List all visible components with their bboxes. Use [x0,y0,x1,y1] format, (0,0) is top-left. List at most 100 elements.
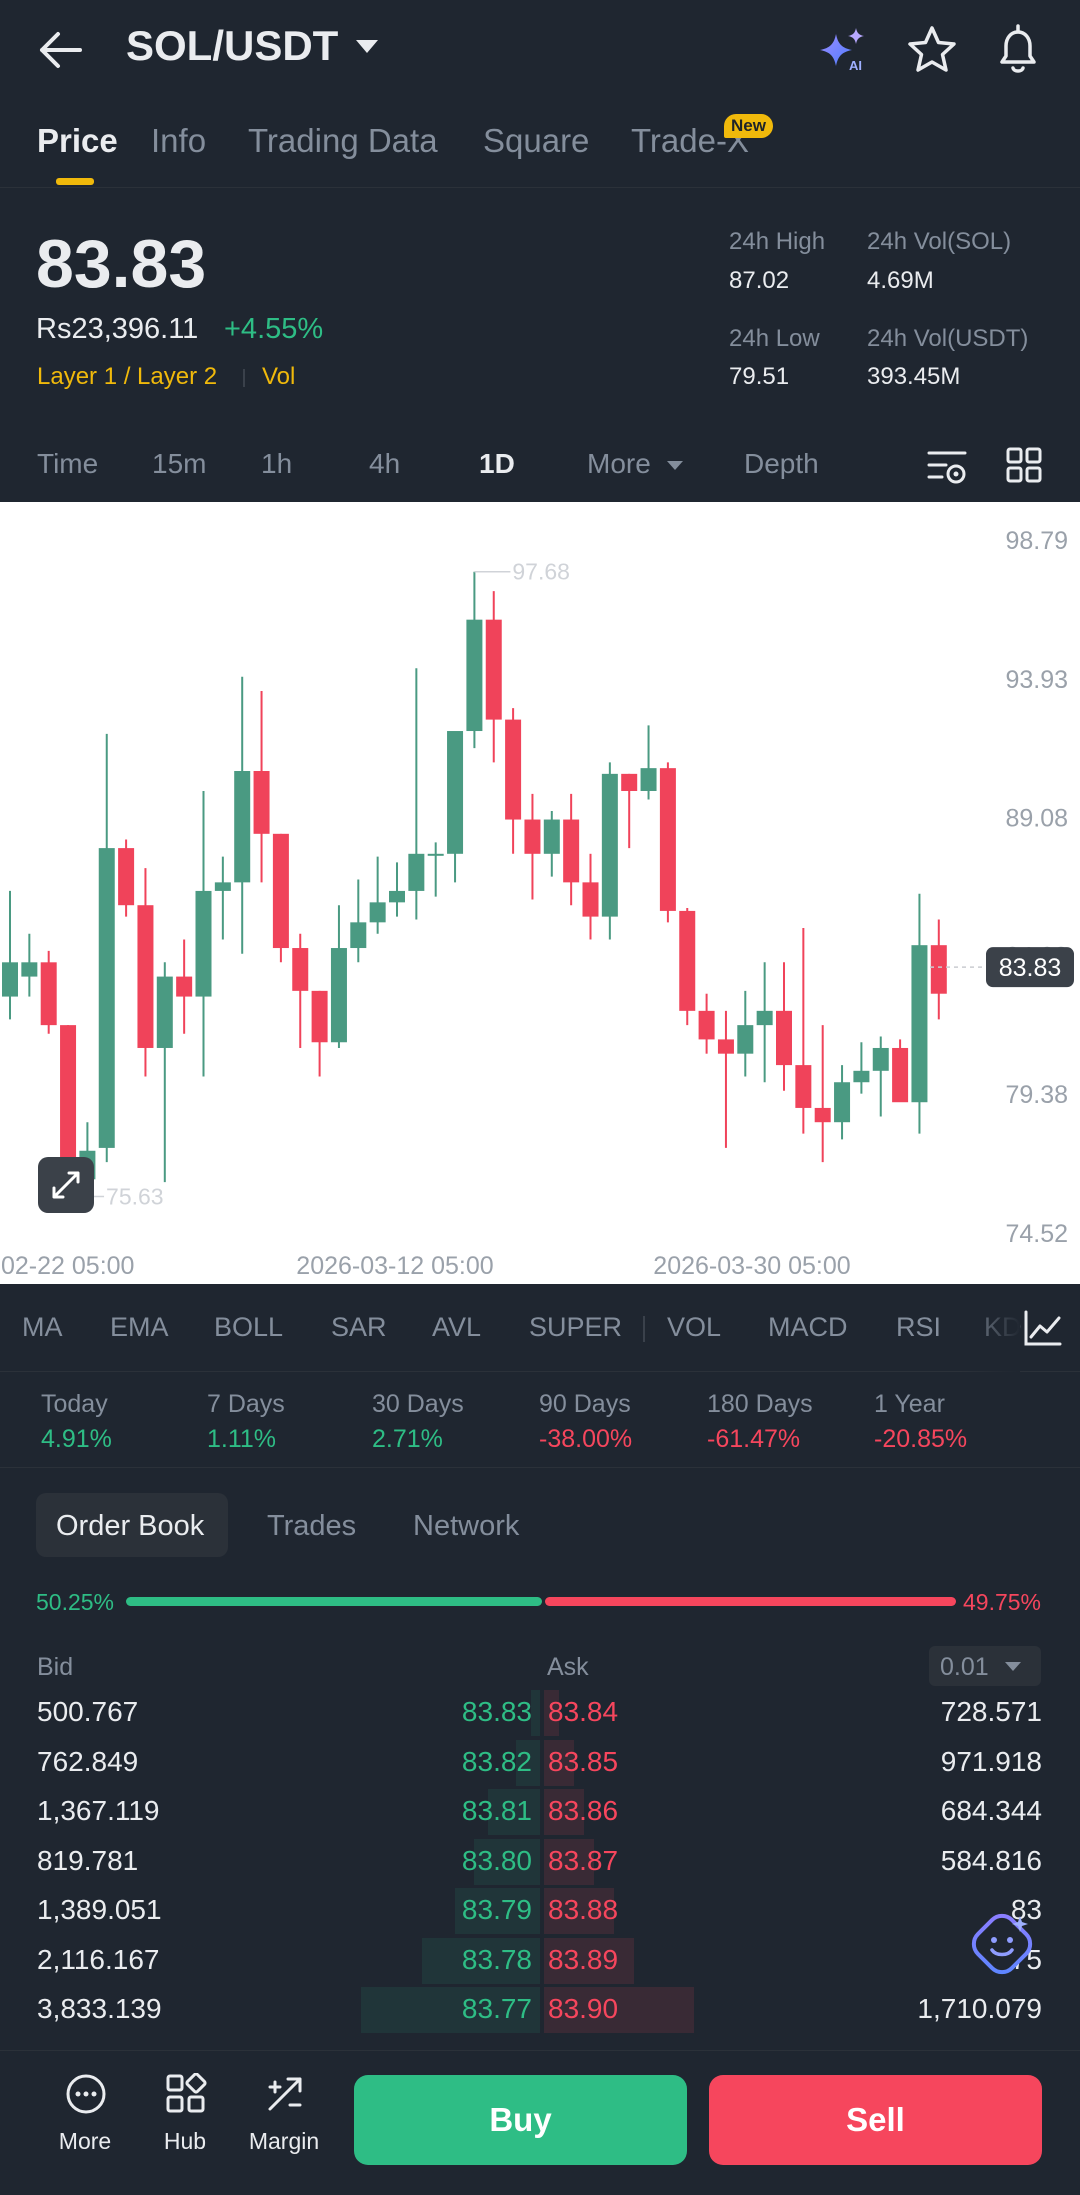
bid-ratio-bar [126,1597,542,1606]
bid-price[interactable]: 83.83 [461,1696,532,1727]
candle-body [834,1082,851,1123]
tab-trading-data[interactable]: Trading Data [248,122,438,159]
tab-order-book[interactable]: Order Book [56,1510,205,1542]
candle-body [659,768,676,911]
hub-button[interactable]: Hub [140,2073,230,2173]
more-button[interactable]: More [40,2073,130,2173]
chart-canvas[interactable]: 98.7993.9389.0884.2379.3874.5297.6875.63… [0,502,1080,1284]
hub-grid-icon [166,2073,207,2113]
indicator-avl[interactable]: AVL [432,1312,482,1342]
candlestick-chart[interactable]: 98.7993.9389.0884.2379.3874.5297.6875.63… [0,502,1080,1284]
bottom-action-bar: More Hub Margin Buy Sell [0,2050,1080,2195]
svg-text:AI: AI [849,58,862,73]
bid-quantity[interactable]: 1,389.051 [37,1894,162,1925]
candle-body [292,948,309,991]
indicator-ma[interactable]: MA [22,1312,63,1342]
ask-quantity[interactable]: 83 [1010,1894,1042,1925]
candle-body [892,1047,909,1103]
bid-price[interactable]: 83.77 [461,1993,532,2024]
buy-button[interactable]: Buy [354,2075,687,2165]
ai-sparkle-icon[interactable]: AI [818,26,870,74]
pair-selector-caret-icon[interactable] [356,40,378,53]
interval-more[interactable]: More [587,448,651,479]
indicator-settings-icon[interactable] [1022,1308,1062,1348]
perf-value: -20.85% [874,1425,968,1453]
layout-grid-icon[interactable] [1006,447,1042,483]
precision-value[interactable]: 0.01 [940,1653,989,1681]
pair-title[interactable]: SOL/USDT [126,22,339,69]
ask-price[interactable]: 83.84 [548,1696,619,1727]
ask-quantity[interactable]: 971.918 [940,1745,1042,1777]
candle-body [485,619,502,720]
ask-quantity[interactable]: 684.344 [940,1795,1042,1826]
interval-depth[interactable]: Depth [744,448,819,479]
ask-quantity[interactable]: 728.571 [940,1696,1042,1727]
back-arrow-icon[interactable] [36,28,84,72]
y-tick-label: 79.38 [1005,1081,1068,1109]
category-tag[interactable]: Layer 1 / Layer 2 [37,363,218,390]
bid-quantity[interactable]: 500.767 [37,1696,139,1727]
support-bot-icon[interactable] [964,1906,1040,1982]
tab-square[interactable]: Square [483,122,590,159]
ask-price[interactable]: 83.90 [548,1993,619,2024]
indicator-vol[interactable]: VOL [667,1312,722,1342]
margin-button[interactable]: Margin [239,2073,329,2173]
candle-body [195,890,212,997]
interval-15m[interactable]: 15m [152,448,207,479]
candle-body [234,771,251,883]
vol-tag[interactable]: Vol [262,363,296,390]
precision-selector[interactable] [929,1646,1041,1686]
ask-depth-bar [544,1888,614,1934]
ask-price[interactable]: 83.88 [548,1894,619,1925]
ask-quantity[interactable]: 584.816 [940,1844,1042,1876]
tab-network[interactable]: Network [413,1510,520,1542]
candle-body [814,1107,831,1123]
bid-price[interactable]: 83.78 [461,1943,532,1975]
y-tick-label: 98.79 [1005,527,1068,555]
indicator-ema[interactable]: EMA [110,1312,169,1342]
new-badge: New [724,114,773,138]
bid-price[interactable]: 83.79 [461,1894,532,1925]
indicator-super[interactable]: SUPER [529,1312,623,1342]
interval-1d[interactable]: 1D [479,448,515,479]
tab-price[interactable]: Price [37,122,118,159]
indicator-boll[interactable]: BOLL [214,1312,284,1342]
interval-time[interactable]: Time [37,448,99,479]
ask-price[interactable]: 83.89 [548,1943,619,1975]
perf-value: 1.11% [207,1425,277,1453]
bell-icon[interactable] [992,22,1044,76]
interval-1h[interactable]: 1h [261,448,293,479]
sell-button[interactable]: Sell [709,2075,1042,2165]
indicator-rsi[interactable]: RSI [896,1312,942,1342]
candle-body [40,962,57,1026]
bid-quantity[interactable]: 1,367.119 [37,1795,160,1826]
indicator-sar[interactable]: SAR [331,1312,387,1342]
star-icon[interactable] [906,24,958,76]
bid-quantity[interactable]: 762.849 [37,1745,139,1777]
fullscreen-button[interactable] [38,1157,94,1213]
fiat-price: Rs23,396.11 [36,313,199,345]
bid-quantity[interactable]: 819.781 [37,1844,139,1876]
candle-body [621,773,638,791]
margin-icon [268,2077,302,2111]
perf-label: 90 Days [539,1390,631,1418]
tab-trades[interactable]: Trades [267,1510,357,1542]
ask-quantity[interactable]: 1,710.079 [917,1993,1042,2024]
bid-quantity[interactable]: 2,116.167 [37,1943,160,1975]
stat-24h-high-value: 87.02 [729,267,790,294]
ask-price[interactable]: 83.86 [548,1795,619,1826]
bid-price[interactable]: 83.80 [461,1844,532,1876]
candle-body [389,890,405,903]
bid-price[interactable]: 83.82 [461,1745,532,1777]
more-dots-icon [66,2074,106,2114]
tab-info[interactable]: Info [151,122,207,159]
active-tab-indicator [56,178,94,185]
interval-4h[interactable]: 4h [369,448,401,479]
expand-icon [52,1171,80,1199]
bid-quantity[interactable]: 3,833.139 [37,1993,162,2024]
indicator-macd[interactable]: MACD [768,1312,848,1342]
bid-price[interactable]: 83.81 [461,1795,532,1826]
ask-price[interactable]: 83.87 [548,1844,619,1876]
ask-price[interactable]: 83.85 [548,1745,619,1777]
chart-settings-icon[interactable] [926,447,968,487]
